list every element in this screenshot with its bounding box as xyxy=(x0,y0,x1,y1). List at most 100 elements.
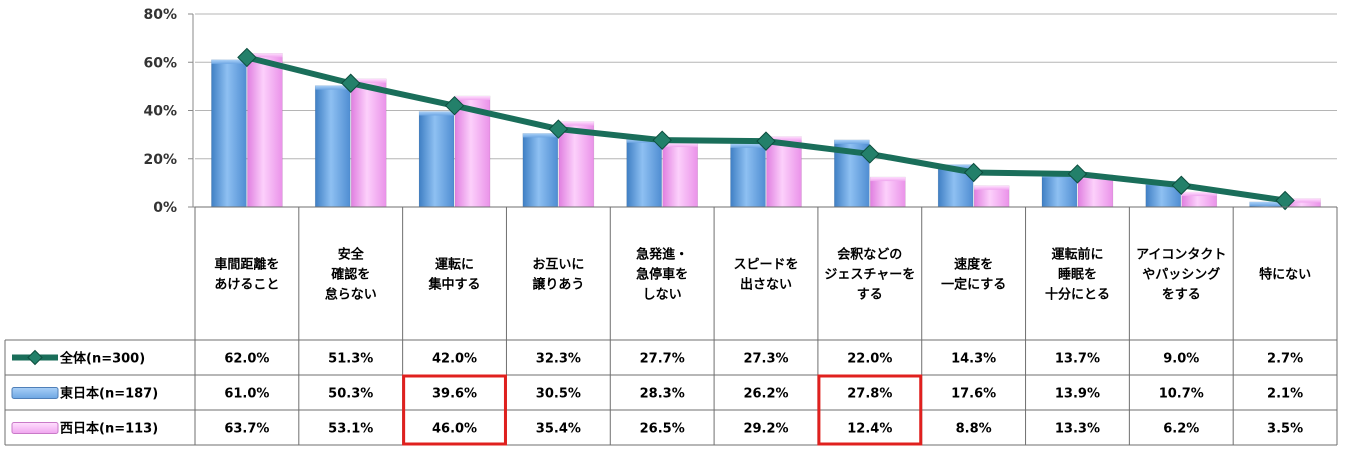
table-cell: 13.7% xyxy=(1055,352,1100,367)
series-label-0: 全体(n=300) xyxy=(59,351,145,367)
bar-east-4 xyxy=(626,138,662,208)
bar-west-9-top xyxy=(1181,192,1217,197)
table-cell: 12.4% xyxy=(847,422,892,437)
category-label: 運転に集中する xyxy=(428,257,481,293)
table-cell: 63.7% xyxy=(224,422,269,437)
table-cell: 10.7% xyxy=(1159,387,1204,402)
bar-east-0-top xyxy=(211,59,247,64)
highlight-box xyxy=(402,374,507,446)
bar-east-8-body xyxy=(1041,173,1078,208)
table-cell: 27.3% xyxy=(743,352,788,367)
y-tick-label: 20% xyxy=(143,152,177,168)
bar-west-0 xyxy=(247,53,283,208)
table-cell: 2.1% xyxy=(1267,387,1303,402)
bar-west-1 xyxy=(350,78,387,208)
table-cell: 2.7% xyxy=(1267,352,1303,367)
category-label: 運転前に睡眠を十分にとる xyxy=(1045,247,1110,303)
bar-west-1-body xyxy=(350,78,387,208)
bar-east-3-body xyxy=(522,133,559,208)
bar-east-1 xyxy=(314,85,351,208)
legend-key-2 xyxy=(11,422,59,434)
legend-swatch xyxy=(11,387,59,399)
bar-west-3 xyxy=(558,121,595,208)
bar-west-9 xyxy=(1181,191,1218,208)
bar-west-6-body xyxy=(870,176,906,208)
bar-east-5 xyxy=(730,143,766,208)
point-all-5 xyxy=(756,131,776,151)
line-all xyxy=(243,54,1289,204)
category-label: 速度を一定にする xyxy=(941,257,1006,293)
bar-west-10-top xyxy=(1285,198,1321,203)
bar-east-1-top xyxy=(315,85,351,90)
bar-west-0-body xyxy=(247,53,283,208)
bar-west-5 xyxy=(766,136,802,208)
bar-west-6-top xyxy=(870,177,906,182)
table-cell: 22.0% xyxy=(847,352,892,367)
bar-west-6 xyxy=(870,176,906,208)
table-cell: 26.5% xyxy=(640,422,685,437)
bar-east-3-top xyxy=(522,133,558,138)
table-cell: 17.6% xyxy=(951,387,996,402)
category-label: 車間距離をあけること xyxy=(214,257,279,293)
category-label: 会釈などのジェスチャーをする xyxy=(824,247,915,303)
table-cell: 13.9% xyxy=(1055,387,1100,402)
point-all-2 xyxy=(444,95,465,116)
bar-east-2-body xyxy=(418,111,455,208)
bar-west-1-top xyxy=(351,78,387,83)
table-cell: 6.2% xyxy=(1163,422,1199,437)
bar-east-6-top xyxy=(834,139,870,144)
bar-west-4-top xyxy=(662,143,698,148)
bar-east-10-top xyxy=(1249,201,1285,206)
category-label: お互いに譲りあう xyxy=(532,258,584,293)
table-cell: 50.3% xyxy=(328,387,373,402)
legend-diamond xyxy=(27,349,43,366)
table-cell: 9.0% xyxy=(1163,352,1199,367)
category-label: アイコンタクトやパッシングをする xyxy=(1136,248,1226,303)
bar-west-2 xyxy=(454,95,491,208)
legend-swatch xyxy=(11,422,59,434)
category-label: 特にない xyxy=(1259,267,1311,283)
point-all-3 xyxy=(548,119,569,139)
bar-west-4 xyxy=(662,142,698,208)
y-tick-label: 80% xyxy=(143,7,177,23)
bar-west-7 xyxy=(973,185,1010,208)
table-cell: 27.8% xyxy=(847,387,892,402)
bar-east-0-body xyxy=(211,59,247,208)
y-tick-label: 60% xyxy=(143,55,177,71)
table-cell: 30.5% xyxy=(536,387,581,402)
bar-east-0 xyxy=(211,59,247,208)
bar-east-1-body xyxy=(314,85,351,208)
bar-west-3-top xyxy=(558,121,594,126)
table-cell: 3.5% xyxy=(1267,422,1303,437)
series-label-2: 西日本(n=113) xyxy=(60,421,158,437)
bar-west-4-body xyxy=(662,142,698,208)
category-label: 急発進・急停車をしない xyxy=(636,247,688,303)
highlight-box xyxy=(817,374,923,446)
point-all-8 xyxy=(1067,164,1088,184)
bar-west-8-body xyxy=(1077,174,1114,208)
category-label: 安全確認を怠らない xyxy=(325,247,377,303)
bar-east-8 xyxy=(1041,173,1078,208)
table-cell: 62.0% xyxy=(224,352,269,367)
table-cell: 27.7% xyxy=(640,352,685,367)
table-cell: 28.3% xyxy=(640,387,685,402)
bar-east-3 xyxy=(522,133,559,208)
bar-east-5-body xyxy=(730,143,766,208)
bar-east-2 xyxy=(418,111,455,208)
legend-key-1 xyxy=(11,387,59,399)
bar-west-0-top xyxy=(247,53,283,58)
table-cell: 14.3% xyxy=(951,352,996,367)
bar-east-4-body xyxy=(626,138,662,208)
table-cell: 26.2% xyxy=(743,387,788,402)
point-all-0 xyxy=(237,47,257,68)
bar-west-5-top xyxy=(766,136,802,141)
point-all-1 xyxy=(341,73,361,93)
bar-west-2-top xyxy=(455,96,491,101)
table-cell: 46.0% xyxy=(432,422,477,437)
table-cell: 39.6% xyxy=(432,387,477,402)
bar-west-5-body xyxy=(766,136,802,208)
category-label: スピードを出さない xyxy=(733,258,798,293)
point-all-4 xyxy=(652,130,672,150)
table-cell: 8.8% xyxy=(956,422,992,437)
